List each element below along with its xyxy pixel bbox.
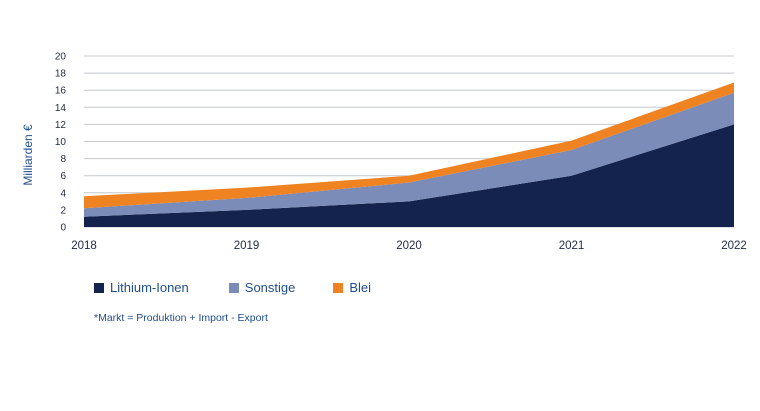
legend-item-lithium: Lithium-Ionen bbox=[94, 280, 189, 295]
y-tick-label: 6 bbox=[60, 171, 66, 182]
y-axis-label: Milliarden € bbox=[21, 124, 35, 186]
y-tick-label: 18 bbox=[55, 69, 67, 80]
legend: Lithium-Ionen Sonstige Blei bbox=[94, 280, 371, 295]
y-axis-ticks: 0 2 4 6 8 10 12 14 16 18 20 bbox=[55, 52, 67, 234]
legend-label-sonstige: Sonstige bbox=[244, 280, 296, 295]
y-tick-label: 0 bbox=[60, 223, 66, 234]
legend-item-blei: Blei bbox=[333, 280, 371, 295]
x-tick-label: 2021 bbox=[559, 240, 585, 252]
y-tick-label: 10 bbox=[55, 137, 67, 148]
y-tick-label: 14 bbox=[55, 103, 67, 114]
legend-swatch-lithium bbox=[94, 282, 104, 293]
legend-swatch-blei bbox=[333, 282, 344, 293]
x-tick-label: 2019 bbox=[234, 240, 260, 252]
x-axis-ticks: 2018 2019 2020 2021 2022 bbox=[71, 240, 747, 252]
area-sonstige bbox=[84, 92, 734, 217]
y-tick-label: 12 bbox=[55, 120, 67, 131]
legend-swatch-sonstige bbox=[228, 282, 239, 293]
y-tick-label: 4 bbox=[60, 188, 66, 199]
y-tick-label: 16 bbox=[55, 86, 67, 97]
y-tick-label: 8 bbox=[60, 154, 66, 165]
legend-item-sonstige: Sonstige bbox=[228, 280, 296, 295]
x-tick-label: 2018 bbox=[71, 240, 97, 252]
footnote: *Markt = Produktion + Import - Export bbox=[94, 312, 268, 324]
legend-label-lithium: Lithium-Ionen bbox=[110, 280, 189, 295]
y-tick-label: 2 bbox=[60, 205, 66, 216]
area-lithium-ionen bbox=[84, 124, 734, 227]
area-blei bbox=[84, 82, 734, 209]
x-tick-label: 2020 bbox=[396, 240, 422, 252]
stacked-areas bbox=[84, 82, 734, 227]
y-tick-label: 20 bbox=[55, 52, 67, 63]
x-tick-label: 2022 bbox=[721, 240, 747, 252]
legend-label-blei: Blei bbox=[349, 280, 372, 295]
